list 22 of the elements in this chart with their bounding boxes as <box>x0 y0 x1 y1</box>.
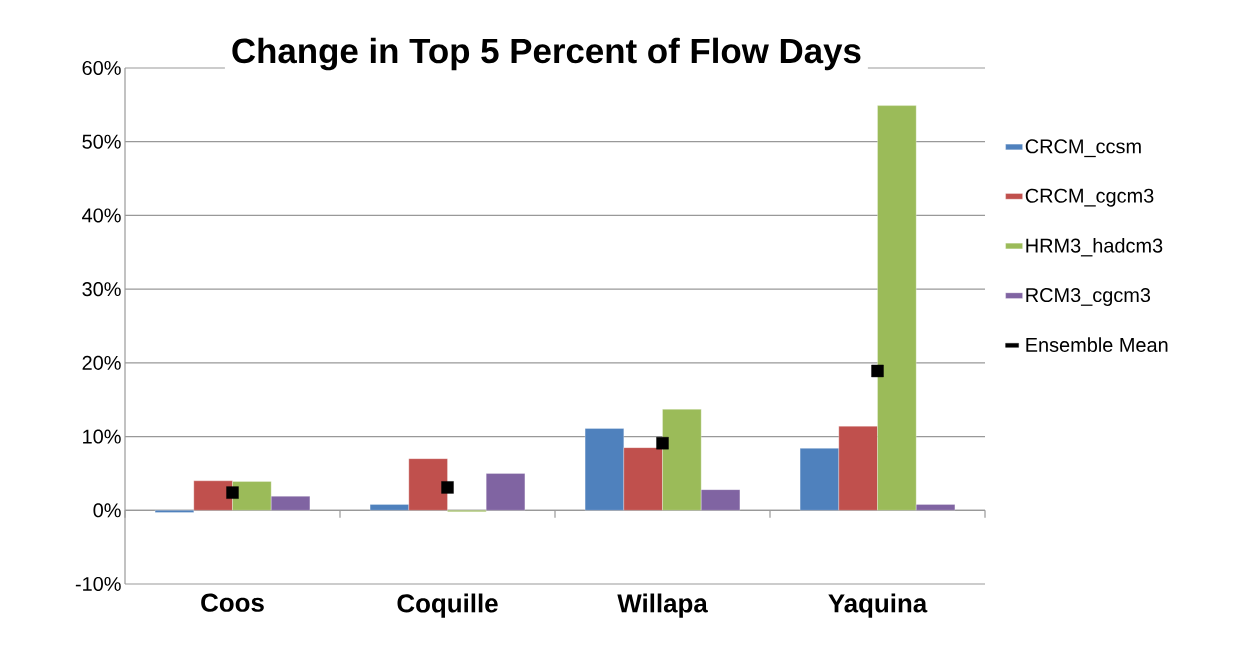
x-tick-label: Yaquina <box>828 593 928 618</box>
chart-title: Change in Top 5 Percent of Flow Days <box>232 37 861 71</box>
y-tick-label: 40% <box>82 208 121 223</box>
point <box>871 364 884 378</box>
y-tick-label: 20% <box>82 355 121 370</box>
y-tick-label: -10% <box>75 576 121 592</box>
x-tick-label: Willapa <box>617 593 708 618</box>
legend-label: CRCM_ccsm <box>1025 139 1141 158</box>
y-tick-label: 60% <box>82 60 121 76</box>
legend-label: Ensemble Mean <box>1026 337 1168 352</box>
legend-label: HRM3_hadcm3 <box>1026 238 1163 257</box>
point <box>226 486 239 499</box>
y-tick-label: 30% <box>82 282 121 297</box>
y-tick-label: 0% <box>93 503 121 518</box>
y-tick-label: 50% <box>82 134 121 149</box>
point <box>656 437 669 450</box>
y-tick-label: 10% <box>83 429 121 444</box>
legend-label: CRCM_cgcm3 <box>1025 188 1154 207</box>
legend-label: RCM3_cgcm3 <box>1026 287 1151 307</box>
x-tick-label: Coos <box>201 593 264 612</box>
x-tick-label: Coquille <box>397 593 498 618</box>
point <box>441 481 454 494</box>
